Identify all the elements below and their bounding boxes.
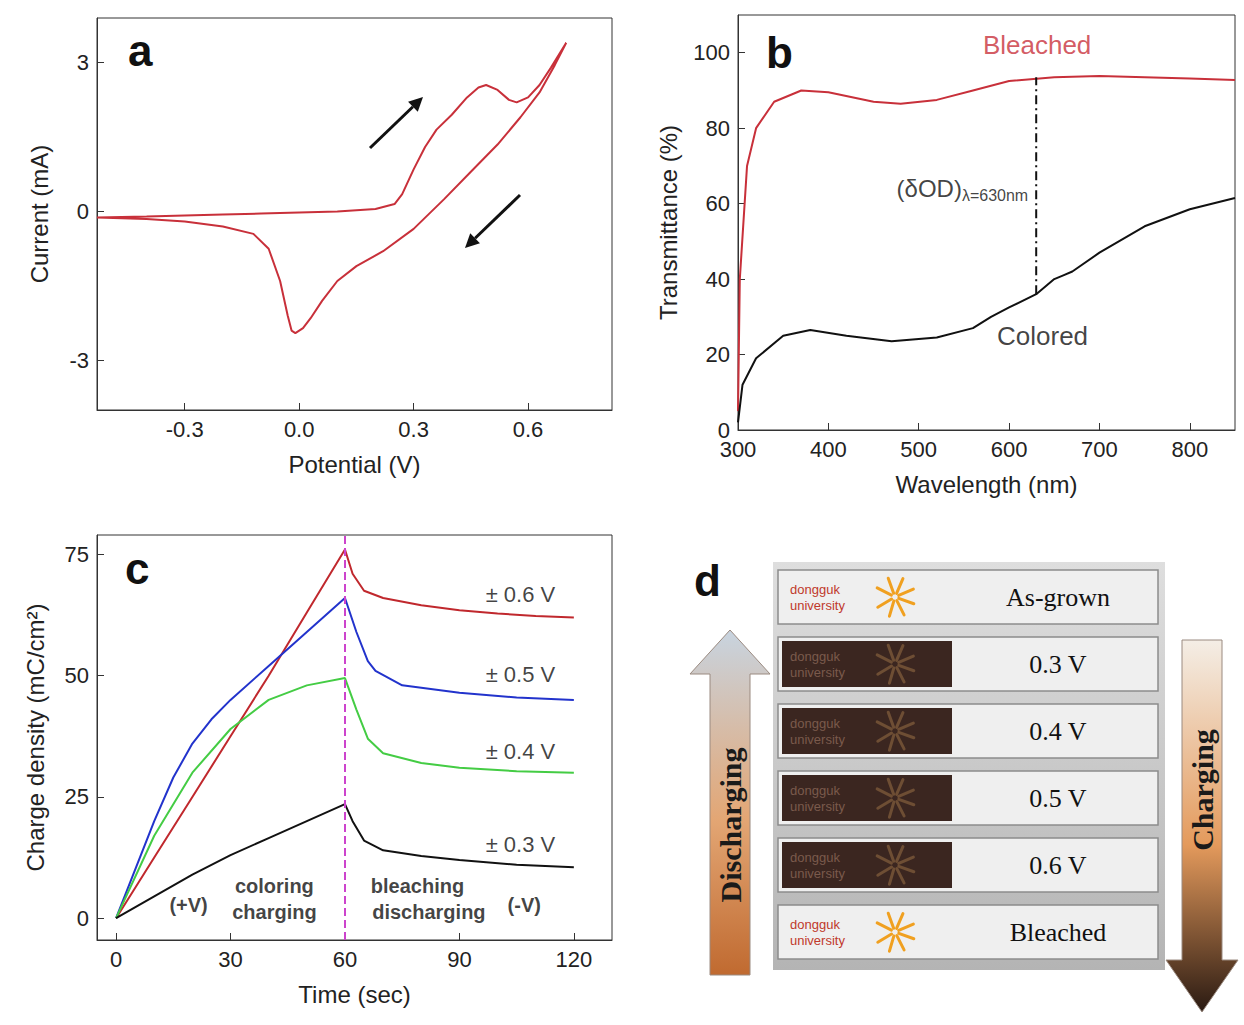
svg-text:dongguk: dongguk bbox=[790, 716, 840, 731]
svg-text:university: university bbox=[790, 598, 845, 613]
svg-text:700: 700 bbox=[1081, 437, 1118, 462]
svg-text:Current (mA): Current (mA) bbox=[26, 145, 53, 284]
svg-text:dongguk: dongguk bbox=[790, 917, 840, 932]
svg-text:Wavelength (nm): Wavelength (nm) bbox=[896, 471, 1078, 498]
svg-text:0: 0 bbox=[110, 947, 122, 972]
svg-text:0: 0 bbox=[717, 417, 730, 443]
svg-text:c: c bbox=[125, 544, 149, 593]
svg-text:university: university bbox=[790, 799, 845, 814]
svg-text:university: university bbox=[790, 732, 845, 747]
svg-text:300: 300 bbox=[720, 437, 757, 462]
svg-text:a: a bbox=[128, 26, 153, 75]
svg-text:20: 20 bbox=[706, 342, 730, 367]
svg-text:dongguk: dongguk bbox=[790, 649, 840, 664]
svg-text:Bleached: Bleached bbox=[1010, 918, 1107, 947]
svg-text:Charge density (mC/cm²): Charge density (mC/cm²) bbox=[22, 603, 49, 871]
svg-text:0: 0 bbox=[77, 906, 89, 931]
svg-text:λ=630nm: λ=630nm bbox=[962, 187, 1028, 204]
svg-text:120: 120 bbox=[555, 947, 592, 972]
svg-text:university: university bbox=[790, 866, 845, 881]
svg-text:bleaching: bleaching bbox=[371, 875, 464, 897]
svg-text:Colored: Colored bbox=[997, 321, 1088, 351]
svg-text:(+V): (+V) bbox=[169, 894, 207, 916]
svg-text:100: 100 bbox=[693, 40, 730, 65]
svg-text:university: university bbox=[790, 933, 845, 948]
svg-text:0.0: 0.0 bbox=[284, 417, 315, 442]
svg-text:d: d bbox=[694, 556, 721, 605]
svg-text:-3: -3 bbox=[69, 348, 89, 373]
svg-text:3: 3 bbox=[77, 50, 89, 75]
svg-text:60: 60 bbox=[333, 947, 357, 972]
svg-text:40: 40 bbox=[706, 267, 730, 292]
svg-text:-0.3: -0.3 bbox=[166, 417, 204, 442]
svg-text:discharging: discharging bbox=[372, 901, 485, 923]
svg-text:Potential (V): Potential (V) bbox=[288, 451, 420, 478]
svg-text:75: 75 bbox=[65, 542, 89, 567]
svg-text:500: 500 bbox=[900, 437, 937, 462]
svg-text:400: 400 bbox=[810, 437, 847, 462]
svg-text:university: university bbox=[790, 665, 845, 680]
svg-text:30: 30 bbox=[218, 947, 242, 972]
svg-text:50: 50 bbox=[65, 663, 89, 688]
svg-text:(δOD): (δOD) bbox=[897, 175, 962, 202]
svg-text:Transmittance (%): Transmittance (%) bbox=[655, 125, 682, 320]
svg-text:0.4 V: 0.4 V bbox=[1029, 717, 1087, 746]
svg-text:b: b bbox=[766, 28, 793, 77]
svg-text:Discharging: Discharging bbox=[714, 747, 747, 902]
svg-text:0.6: 0.6 bbox=[513, 417, 544, 442]
svg-text:80: 80 bbox=[706, 116, 730, 141]
svg-text:± 0.5 V: ± 0.5 V bbox=[486, 662, 556, 687]
svg-text:± 0.3 V: ± 0.3 V bbox=[486, 832, 556, 857]
svg-text:800: 800 bbox=[1171, 437, 1208, 462]
svg-text:Charging: Charging bbox=[1186, 729, 1219, 851]
svg-text:Time (sec): Time (sec) bbox=[298, 981, 410, 1008]
svg-text:0: 0 bbox=[77, 199, 89, 224]
svg-text:60: 60 bbox=[706, 191, 730, 216]
svg-text:charging: charging bbox=[232, 901, 316, 923]
svg-text:0.6 V: 0.6 V bbox=[1029, 851, 1087, 880]
svg-text:± 0.4 V: ± 0.4 V bbox=[486, 739, 556, 764]
svg-text:0.5 V: 0.5 V bbox=[1029, 784, 1087, 813]
svg-text:600: 600 bbox=[991, 437, 1028, 462]
svg-text:As-grown: As-grown bbox=[1006, 583, 1110, 612]
svg-text:dongguk: dongguk bbox=[790, 783, 840, 798]
svg-text:dongguk: dongguk bbox=[790, 582, 840, 597]
svg-text:± 0.6 V: ± 0.6 V bbox=[486, 582, 556, 607]
svg-text:dongguk: dongguk bbox=[790, 850, 840, 865]
svg-text:0.3 V: 0.3 V bbox=[1029, 650, 1087, 679]
svg-text:0.3: 0.3 bbox=[398, 417, 429, 442]
svg-text:(-V): (-V) bbox=[508, 894, 541, 916]
svg-text:25: 25 bbox=[65, 784, 89, 809]
svg-text:90: 90 bbox=[447, 947, 471, 972]
svg-text:Bleached: Bleached bbox=[983, 30, 1091, 60]
svg-text:coloring: coloring bbox=[235, 875, 314, 897]
